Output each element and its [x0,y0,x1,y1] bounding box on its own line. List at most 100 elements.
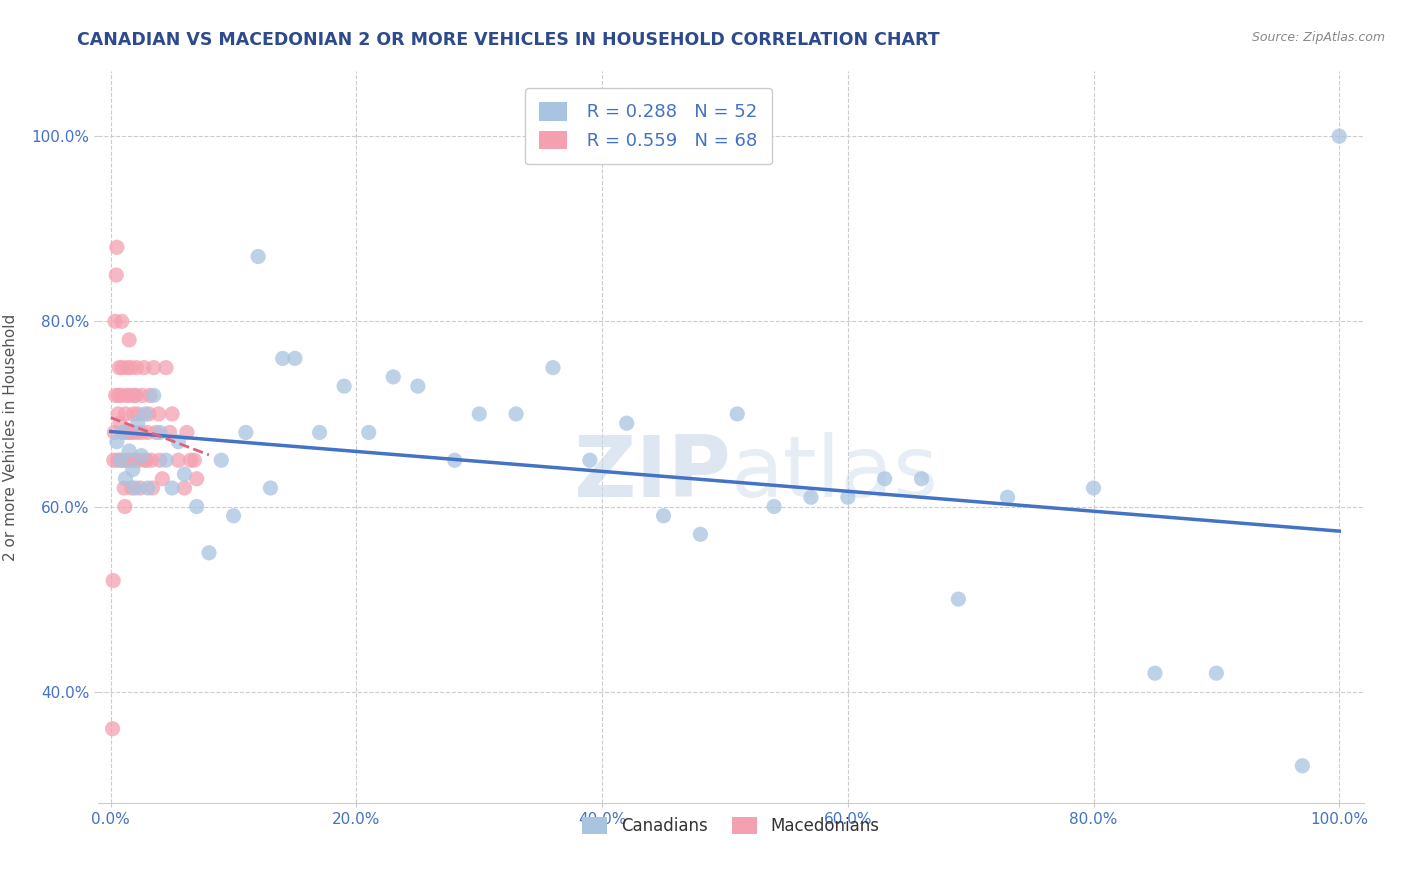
Point [357,425,380,440]
Point [160,481,183,495]
Point [1083,481,1105,495]
Point [108,360,131,375]
Point [167,453,190,467]
Legend: Canadians, Macedonians: Canadians, Macedonians [575,811,887,842]
Point [131,425,153,440]
Point [132,360,155,375]
Point [103,453,125,467]
Point [235,425,257,440]
Point [120,425,142,440]
Text: atlas: atlas [731,432,939,516]
Point [122,407,145,421]
Point [131,449,153,463]
Point [406,379,429,393]
Point [101,574,124,588]
Point [110,388,132,402]
Point [107,388,129,402]
Point [333,379,356,393]
Point [271,351,294,366]
Point [125,388,148,402]
Point [800,490,823,504]
Point [382,370,405,384]
Point [763,500,786,514]
Point [689,527,711,541]
Point [1291,758,1313,772]
Point [149,453,172,467]
Point [308,425,330,440]
Point [134,453,156,467]
Point [138,407,160,421]
Point [145,425,167,440]
Point [110,453,132,467]
Point [105,268,128,282]
Point [136,425,159,440]
Point [127,416,149,430]
Point [117,453,139,467]
Point [128,453,150,467]
Point [443,453,465,467]
Point [616,416,638,430]
Point [579,453,602,467]
Point [142,388,165,402]
Point [118,333,141,347]
Point [114,407,136,421]
Point [247,250,270,264]
Point [111,360,134,375]
Point [948,592,970,607]
Point [505,407,527,421]
Point [837,490,859,504]
Point [131,388,153,402]
Point [112,425,135,440]
Point [725,407,748,421]
Point [108,416,131,430]
Point [104,314,127,328]
Point [173,481,195,495]
Point [111,314,134,328]
Point [125,360,148,375]
Point [122,388,145,402]
Point [139,388,162,402]
Point [114,472,136,486]
Point [180,453,202,467]
Point [114,500,136,514]
Point [159,425,181,440]
Text: CANADIAN VS MACEDONIAN 2 OR MORE VEHICLES IN HOUSEHOLD CORRELATION CHART: CANADIAN VS MACEDONIAN 2 OR MORE VEHICLE… [77,31,941,49]
Point [468,407,491,421]
Point [105,240,128,254]
Point [259,481,281,495]
Point [110,453,132,467]
Point [124,453,146,467]
Point [155,453,177,467]
Point [173,467,195,482]
Point [873,472,896,486]
Point [141,481,163,495]
Point [124,453,146,467]
Point [284,351,307,366]
Point [111,425,134,440]
Point [115,388,138,402]
Text: Source: ZipAtlas.com: Source: ZipAtlas.com [1251,31,1385,45]
Point [186,500,208,514]
Point [150,472,173,486]
Point [136,481,159,495]
Point [997,490,1019,504]
Point [134,407,156,421]
Point [105,434,128,449]
Point [183,453,205,467]
Point [222,508,245,523]
Point [127,407,149,421]
Point [107,407,129,421]
Point [121,462,143,476]
Point [148,407,170,421]
Point [118,388,141,402]
Point [117,360,139,375]
Point [142,360,165,375]
Point [149,425,172,440]
Point [127,425,149,440]
Point [129,481,152,495]
Point [186,472,208,486]
Point [198,546,221,560]
Point [209,453,232,467]
Point [124,481,146,495]
Point [117,425,139,440]
